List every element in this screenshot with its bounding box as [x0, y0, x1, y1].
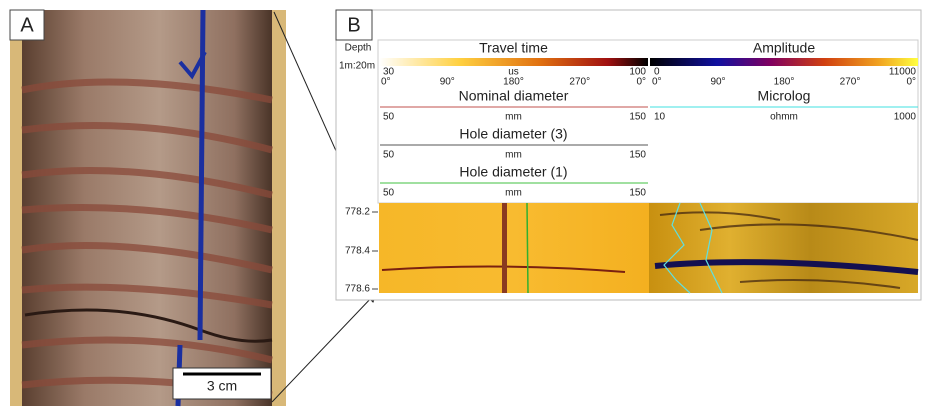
azimuth-label: 0° — [636, 77, 646, 88]
azimuth-label: 0° — [906, 77, 916, 88]
azimuth-label: 180° — [774, 77, 795, 88]
scale-min: 50 — [383, 150, 395, 161]
azimuth-label: 90° — [710, 77, 725, 88]
log-image — [379, 203, 649, 293]
scale-unit: mm — [505, 150, 522, 161]
curve-title: Nominal diameter — [459, 88, 569, 104]
track-title: Amplitude — [753, 40, 815, 56]
scale-max: 150 — [629, 112, 646, 123]
scale-bar-label: 3 cm — [207, 378, 237, 394]
scale-max: 1000 — [894, 112, 917, 123]
depth-label: 778.4 — [345, 246, 370, 257]
colorbar — [379, 58, 648, 66]
scale-max: 150 — [629, 150, 646, 161]
azimuth-label: 270° — [569, 77, 590, 88]
figure: A 3 cm B Depth 1m:20m Travel time30us100… — [0, 0, 925, 411]
scale-min: 10 — [654, 112, 666, 123]
scale-min: 50 — [383, 188, 395, 199]
panel-label: B — [347, 14, 360, 36]
depth-header: Depth — [345, 43, 372, 54]
azimuth-label: 270° — [840, 77, 861, 88]
scale-min: 50 — [383, 112, 395, 123]
log-feature — [502, 203, 507, 293]
scale-unit: ohmm — [770, 112, 798, 123]
azimuth-label: 90° — [440, 77, 455, 88]
panel-label: A — [20, 14, 34, 36]
panel-a: A 3 cm — [10, 10, 286, 406]
scale-unit: mm — [505, 112, 522, 123]
curve-title: Hole diameter (1) — [459, 164, 567, 180]
log-curve — [527, 203, 528, 293]
depth-scale: 1m:20m — [339, 61, 375, 72]
azimuth-label: 180° — [503, 77, 524, 88]
colorbar — [650, 58, 918, 66]
track-title: Travel time — [479, 40, 548, 56]
azimuth-label: 0° — [652, 77, 662, 88]
scale-unit: mm — [505, 188, 522, 199]
azimuth-label: 0° — [381, 77, 391, 88]
curve-title: Hole diameter (3) — [459, 126, 567, 142]
scale-max: 150 — [629, 188, 646, 199]
depth-label: 778.6 — [345, 284, 370, 295]
curve-title: Microlog — [758, 88, 811, 104]
depth-label: 778.2 — [345, 207, 370, 218]
